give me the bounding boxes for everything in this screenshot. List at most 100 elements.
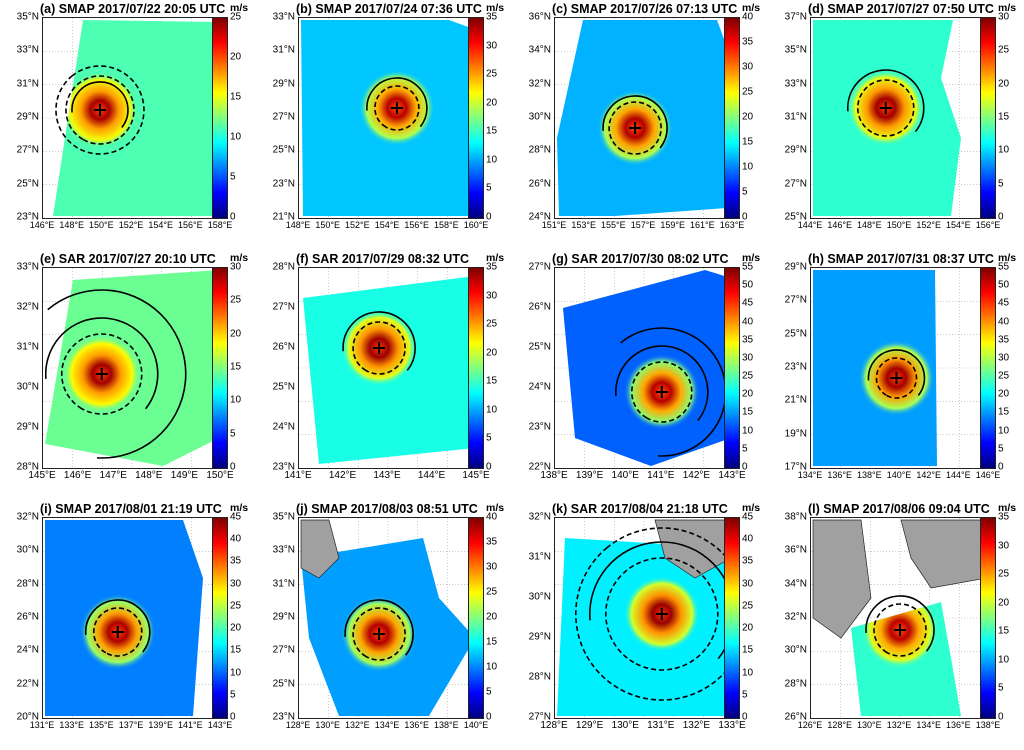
- colorbar-tick-label: 15: [230, 361, 242, 373]
- colorbar-tick-label: 25: [742, 600, 754, 612]
- lon-tick-label: 133°E: [718, 720, 746, 731]
- lon-tick-label: 135°E: [89, 720, 114, 730]
- wind-radius-ring: [608, 101, 662, 155]
- colorbar-tick-label: 55: [742, 261, 754, 273]
- lon-tick-label: 134°E: [916, 720, 941, 730]
- lon-tick-label: 148°E: [857, 220, 882, 230]
- wind-radius-ring: [575, 527, 733, 701]
- colorbar-unit: m/s: [742, 252, 761, 264]
- wind-radius-ring: [605, 557, 719, 671]
- colorbar-tick-label: 30: [486, 40, 498, 52]
- colorbar-tick-label: 20: [486, 97, 498, 109]
- lon-tick-label: 145°E: [462, 470, 490, 481]
- lat-tick-label: 35°N: [272, 511, 295, 523]
- colorbar-tick-label: 20: [742, 388, 754, 400]
- colorbar-tick-label: 45: [742, 297, 754, 309]
- lat-tick-label: 37°N: [784, 11, 807, 23]
- colorbar-tick-label: 35: [998, 334, 1010, 346]
- colorbar-tick-label: 10: [742, 667, 754, 679]
- colorbar-tick-label: 40: [742, 11, 754, 23]
- lon-tick-label: 160°E: [463, 220, 489, 230]
- lon-tick-label: 141°E: [178, 720, 203, 730]
- wind-radius-ring: [615, 345, 709, 439]
- colorbar-tick-label: 5: [486, 432, 492, 444]
- wind-radius-ring: [631, 361, 693, 423]
- lon-tick-label: 147°E: [99, 470, 127, 481]
- lat-tick-label: 24°N: [528, 211, 551, 223]
- wind-radius-ring: [597, 327, 727, 457]
- wind-radius-ring: [71, 81, 129, 139]
- colorbar-tick-label: 20: [486, 347, 498, 359]
- colorbar-tick-label: 45: [230, 511, 242, 523]
- colorbar: [468, 17, 484, 219]
- colorbar-tick-label: 15: [486, 636, 498, 648]
- colorbar-tick-label: 20: [486, 611, 498, 623]
- lat-tick-label: 32°N: [528, 511, 551, 523]
- colorbar-tick-label: 5: [998, 178, 1004, 190]
- lon-tick-label: 136°E: [946, 720, 971, 730]
- lon-tick-label: 154°E: [374, 220, 400, 230]
- colorbar-tick-label: 25: [998, 568, 1010, 580]
- colorbar-unit: m/s: [742, 2, 761, 14]
- colorbar-tick-label: 5: [742, 186, 748, 198]
- lat-tick-label: 28°N: [272, 261, 295, 273]
- lon-tick-label: 138°E: [975, 720, 1001, 730]
- lat-tick-label: 29°N: [528, 631, 551, 643]
- storm-center-marker: [373, 342, 386, 354]
- lon-tick-label: 150°E: [206, 470, 234, 481]
- colorbar-tick-label: 40: [486, 511, 498, 523]
- lat-tick-label: 28°N: [784, 678, 807, 690]
- lon-tick-label: 126°E: [797, 720, 823, 730]
- colorbar-tick-label: 25: [230, 600, 242, 612]
- colorbar-tick-label: 0: [486, 461, 492, 473]
- lat-tick-label: 30°N: [16, 544, 39, 556]
- colorbar-tick-label: 15: [998, 111, 1010, 123]
- land-mask: [300, 519, 340, 579]
- lon-tick-label: 134°E: [797, 470, 823, 480]
- panel-f: (f) SAR 2017/07/29 08:32 UTC 23°N 24°N 25°…: [256, 252, 512, 500]
- panel-title: (a) SMAP 2017/07/22 20:05 UTC: [40, 2, 226, 16]
- lat-tick-label: 21°N: [784, 394, 807, 406]
- colorbar: [212, 517, 228, 719]
- wind-radius-ring: [846, 69, 925, 147]
- colorbar-tick-label: 25: [998, 44, 1010, 56]
- lat-tick-label: 22°N: [16, 678, 39, 690]
- colorbar-tick-label: 35: [742, 36, 754, 48]
- colorbar-tick-label: 15: [742, 406, 754, 418]
- lat-tick-label: 24°N: [528, 381, 551, 393]
- plot-area: [42, 267, 222, 469]
- lon-tick-label: 152°E: [916, 220, 941, 230]
- colorbar-tick-label: 30: [486, 561, 498, 573]
- lat-tick-label: 24°N: [272, 421, 295, 433]
- colorbar-tick-label: 0: [486, 211, 492, 223]
- colorbar-tick-label: 5: [998, 682, 1004, 694]
- colorbar: [468, 267, 484, 469]
- colorbar-unit: m/s: [998, 2, 1017, 14]
- lon-tick-label: 139°E: [575, 470, 604, 481]
- lat-tick-label: 17°N: [784, 461, 807, 473]
- lat-tick-label: 25°N: [784, 211, 807, 223]
- lat-tick-label: 27°N: [528, 261, 551, 273]
- colorbar-tick-label: 5: [742, 689, 748, 701]
- colorbar-tick-label: 15: [998, 625, 1010, 637]
- lon-tick-label: 150°E: [886, 220, 912, 230]
- panel-c: (c) SMAP 2017/07/26 07:13 UTC 24°N 26°N 28…: [512, 2, 768, 250]
- wind-radius-ring: [352, 607, 406, 661]
- lon-tick-label: 161°E: [690, 220, 715, 230]
- lat-tick-label: 30°N: [16, 381, 39, 393]
- colorbar-tick-label: 15: [230, 644, 242, 656]
- plot-area: [554, 517, 734, 719]
- colorbar-unit: m/s: [998, 502, 1017, 514]
- lat-tick-label: 19°N: [784, 428, 807, 440]
- lat-tick-label: 34°N: [784, 578, 807, 590]
- panel-j: (j) SMAP 2017/08/03 08:51 UTC 23°N 25°N 27…: [256, 502, 512, 750]
- colorbar-tick-label: 0: [998, 211, 1004, 223]
- lat-tick-label: 31°N: [16, 78, 39, 90]
- colorbar-tick-label: 20: [998, 388, 1010, 400]
- lat-tick-label: 33°N: [272, 544, 295, 556]
- colorbar: [724, 267, 740, 469]
- lon-tick-label: 138°E: [540, 470, 568, 481]
- colorbar-tick-label: 5: [742, 443, 748, 455]
- lon-tick-label: 146°E: [827, 220, 852, 230]
- panel-title: (h) SMAP 2017/07/31 08:37 UTC: [808, 252, 994, 266]
